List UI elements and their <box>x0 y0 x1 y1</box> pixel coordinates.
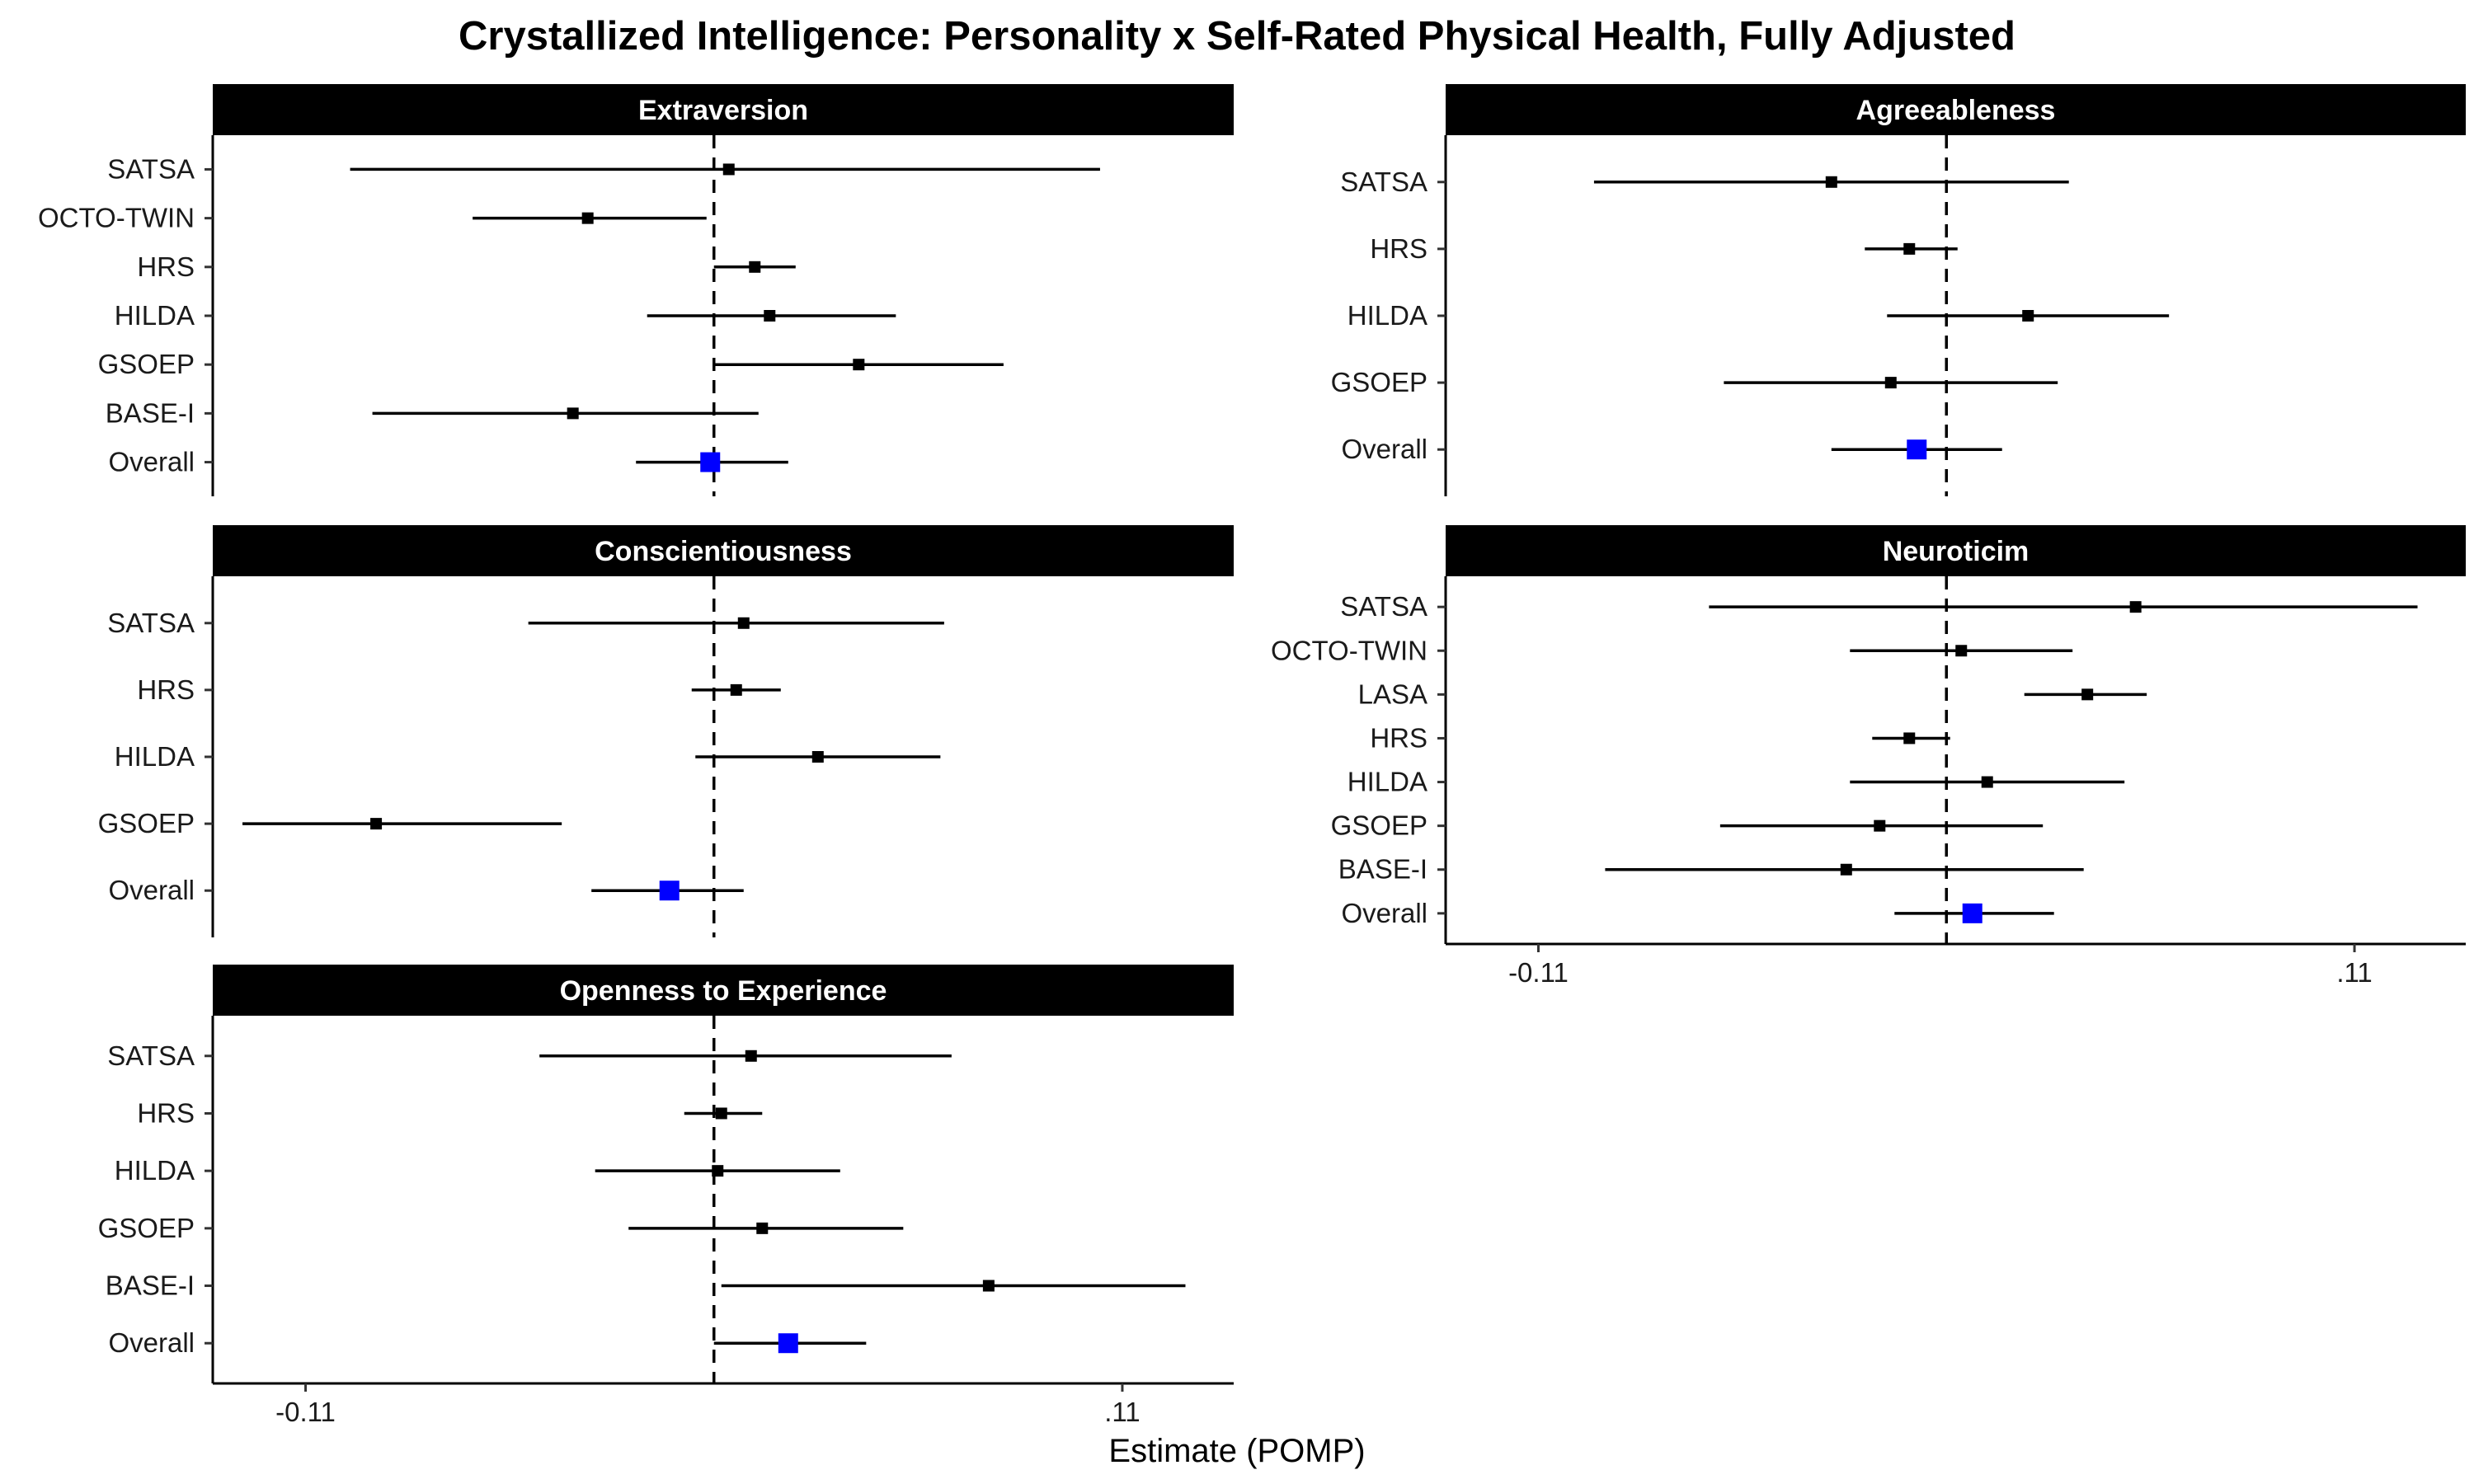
panel-title: Extraversion <box>638 95 808 126</box>
point-gsoep <box>1874 819 1886 832</box>
row-label-gsoep: GSOEP <box>1331 367 1427 397</box>
row-label-hilda: HILDA <box>1348 300 1427 331</box>
panel-title: Agreeableness <box>1856 95 2056 126</box>
row-label-hrs: HRS <box>137 674 195 705</box>
chart-title: Crystallized Intelligence: Personality x… <box>459 14 2015 59</box>
panel-extraversion: Extraversion SATSA OCTO-TWIN HRS HILDA GSOEP B… <box>38 84 1234 496</box>
row-label-octo-twin: OCTO-TWIN <box>38 203 195 233</box>
row-label-satsa: SATSA <box>107 608 195 638</box>
point-satsa <box>737 617 750 629</box>
row-label-overall: Overall <box>108 875 195 905</box>
panel-conscientiousness: Conscientiousness SATSA HRS HILDA GSOEP Overa… <box>98 525 1234 937</box>
panel-title: Neuroticim <box>1883 536 2030 567</box>
point-hrs <box>749 261 761 273</box>
point-gsoep <box>1884 377 1897 389</box>
row-label-satsa: SATSA <box>107 1040 195 1071</box>
x-tick-label: -0.11 <box>275 1397 336 1427</box>
point-base-i <box>1840 863 1852 876</box>
panel-title: Openness to Experience <box>560 975 887 1007</box>
point-hrs <box>730 683 742 696</box>
row-label-hrs: HRS <box>1370 233 1427 264</box>
point-satsa <box>745 1050 757 1062</box>
row-label-lasa: LASA <box>1358 679 1427 709</box>
x-axis-title: Estimate (POMP) <box>1108 1433 1365 1469</box>
point-octo-twin <box>1955 645 1968 657</box>
point-satsa <box>722 163 735 176</box>
point-satsa <box>1825 176 1837 188</box>
row-label-gsoep: GSOEP <box>98 808 195 838</box>
panel-title: Conscientiousness <box>595 536 852 567</box>
row-label-overall: Overall <box>108 1327 195 1358</box>
point-gsoep <box>853 359 865 371</box>
row-label-gsoep: GSOEP <box>98 1213 195 1243</box>
point-satsa <box>2129 601 2142 613</box>
point-overall <box>778 1333 798 1354</box>
row-label-satsa: SATSA <box>1340 591 1427 622</box>
row-label-hilda: HILDA <box>115 741 195 772</box>
row-label-gsoep: GSOEP <box>1331 810 1427 841</box>
row-label-hilda: HILDA <box>115 300 195 331</box>
point-overall <box>700 452 721 472</box>
panel-openness-to-experience: Openness to Experience SATSA HRS HILDA GSOEP… <box>98 965 1234 1427</box>
x-tick-label: .11 <box>2336 957 2372 988</box>
point-overall <box>1907 439 1927 460</box>
x-tick-label: -0.11 <box>1508 957 1569 988</box>
row-label-base-i: BASE-I <box>106 1270 195 1301</box>
row-label-overall: Overall <box>1341 434 1427 464</box>
point-gsoep <box>756 1222 769 1234</box>
panel-neuroticim: Neuroticim SATSA OCTO-TWIN LASA HRS HILDA GSOE… <box>1271 525 2466 988</box>
row-label-gsoep: GSOEP <box>98 349 195 379</box>
point-base-i <box>982 1280 995 1292</box>
point-hrs <box>715 1107 727 1120</box>
row-label-hilda: HILDA <box>1348 767 1427 797</box>
row-label-overall: Overall <box>1341 898 1427 928</box>
row-label-base-i: BASE-I <box>106 397 195 428</box>
row-label-hilda: HILDA <box>115 1155 195 1186</box>
panel-agreeableness: Agreeableness SATSA HRS HILDA GSOEP Overall <box>1331 84 2466 496</box>
row-label-hrs: HRS <box>137 251 195 282</box>
row-label-satsa: SATSA <box>107 153 195 184</box>
point-lasa <box>2081 688 2094 701</box>
point-gsoep <box>370 818 383 830</box>
point-hrs <box>1903 242 1916 255</box>
panel-strip <box>1446 525 2466 576</box>
point-octo-twin <box>581 212 594 224</box>
panel-strip <box>1446 84 2466 135</box>
row-label-hrs: HRS <box>1370 722 1427 753</box>
row-label-octo-twin: OCTO-TWIN <box>1271 635 1427 665</box>
point-hilda <box>712 1165 724 1177</box>
x-tick-label: .11 <box>1104 1397 1140 1427</box>
panel-strip <box>213 525 1234 576</box>
panel-strip <box>213 84 1234 135</box>
point-hilda <box>764 310 776 322</box>
point-hilda <box>1981 776 1993 788</box>
point-hilda <box>811 751 824 763</box>
point-hrs <box>1903 732 1916 744</box>
row-label-base-i: BASE-I <box>1338 854 1427 885</box>
panel-strip <box>213 965 1234 1016</box>
row-label-satsa: SATSA <box>1340 167 1427 197</box>
point-base-i <box>567 407 579 420</box>
point-overall <box>1962 903 1982 923</box>
row-label-hrs: HRS <box>137 1097 195 1128</box>
facet-panels: Extraversion SATSA OCTO-TWIN HRS HILDA GSOEP B… <box>38 84 2466 1427</box>
point-hilda <box>2022 310 2034 322</box>
row-label-overall: Overall <box>108 447 195 477</box>
point-overall <box>659 881 680 901</box>
